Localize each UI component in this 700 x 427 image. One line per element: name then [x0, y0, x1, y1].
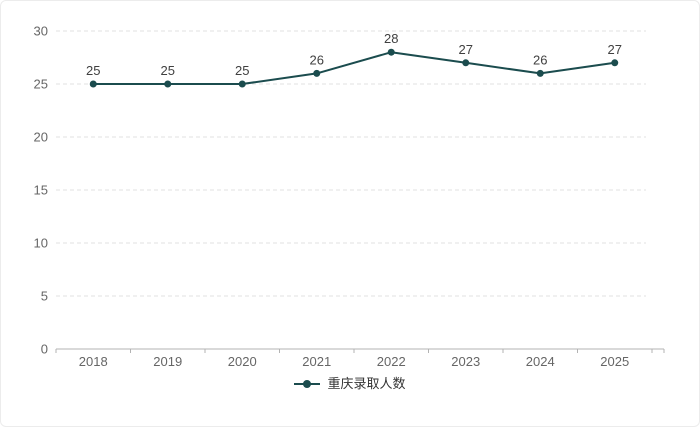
data-point[interactable]: [238, 80, 246, 88]
x-axis-tick-label: 2021: [302, 354, 331, 369]
y-axis-tick-label: 15: [34, 183, 48, 198]
data-point-label: 25: [161, 63, 175, 78]
data-point[interactable]: [313, 69, 321, 77]
data-point-label: 25: [86, 63, 100, 78]
data-point[interactable]: [89, 80, 97, 88]
data-point[interactable]: [536, 69, 544, 77]
data-point-label: 27: [459, 42, 473, 57]
data-point-label: 25: [235, 63, 249, 78]
data-point[interactable]: [164, 80, 172, 88]
data-point-label: 28: [384, 31, 398, 46]
y-axis-tick-label: 0: [41, 342, 48, 357]
data-point[interactable]: [462, 59, 470, 67]
x-axis-tick-label: 2020: [228, 354, 257, 369]
x-axis-tick-label: 2018: [79, 354, 108, 369]
y-axis-tick-label: 30: [34, 24, 48, 39]
x-axis-tick-label: 2023: [451, 354, 480, 369]
data-point[interactable]: [611, 59, 619, 67]
legend-line-marker-icon: [294, 379, 321, 388]
data-point-label: 27: [608, 42, 622, 57]
data-point-label: 26: [533, 52, 547, 67]
x-axis-tick-label: 2025: [600, 354, 629, 369]
x-axis-tick-label: 2019: [153, 354, 182, 369]
x-axis-tick-label: 2024: [526, 354, 555, 369]
y-axis-tick-label: 10: [34, 236, 48, 251]
y-axis-tick-label: 5: [41, 289, 48, 304]
data-point-label: 26: [310, 52, 324, 67]
y-axis-tick-label: 25: [34, 77, 48, 92]
legend-item[interactable]: 重庆录取人数: [1, 377, 699, 390]
data-point[interactable]: [387, 48, 395, 56]
y-axis-tick-label: 20: [34, 130, 48, 145]
x-axis-tick-label: 2022: [377, 354, 406, 369]
legend-label: 重庆录取人数: [327, 376, 406, 391]
data-series-line: [93, 51, 615, 85]
